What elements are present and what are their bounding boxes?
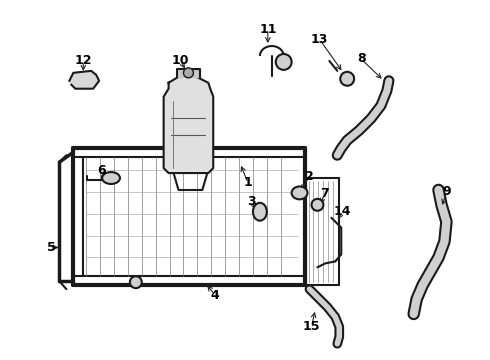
Ellipse shape	[253, 203, 267, 221]
Text: 12: 12	[74, 54, 92, 67]
Polygon shape	[70, 71, 99, 89]
Text: 5: 5	[47, 241, 56, 254]
Text: 9: 9	[442, 185, 451, 198]
Text: 4: 4	[211, 289, 220, 302]
Circle shape	[130, 276, 142, 288]
Circle shape	[276, 54, 292, 70]
Text: 13: 13	[311, 33, 328, 46]
Text: 15: 15	[303, 320, 320, 333]
Text: 1: 1	[244, 176, 252, 189]
Text: 6: 6	[97, 163, 105, 176]
Polygon shape	[176, 69, 200, 77]
Text: 7: 7	[320, 188, 329, 201]
Text: 14: 14	[334, 205, 351, 218]
Circle shape	[183, 68, 194, 78]
Text: 8: 8	[357, 53, 366, 66]
Ellipse shape	[102, 172, 120, 184]
Text: 2: 2	[305, 170, 314, 183]
Polygon shape	[164, 77, 213, 173]
Text: 10: 10	[172, 54, 189, 67]
Ellipse shape	[292, 186, 308, 199]
Circle shape	[340, 72, 354, 86]
Text: 11: 11	[259, 23, 276, 36]
Circle shape	[312, 199, 323, 211]
Text: 3: 3	[247, 195, 256, 208]
